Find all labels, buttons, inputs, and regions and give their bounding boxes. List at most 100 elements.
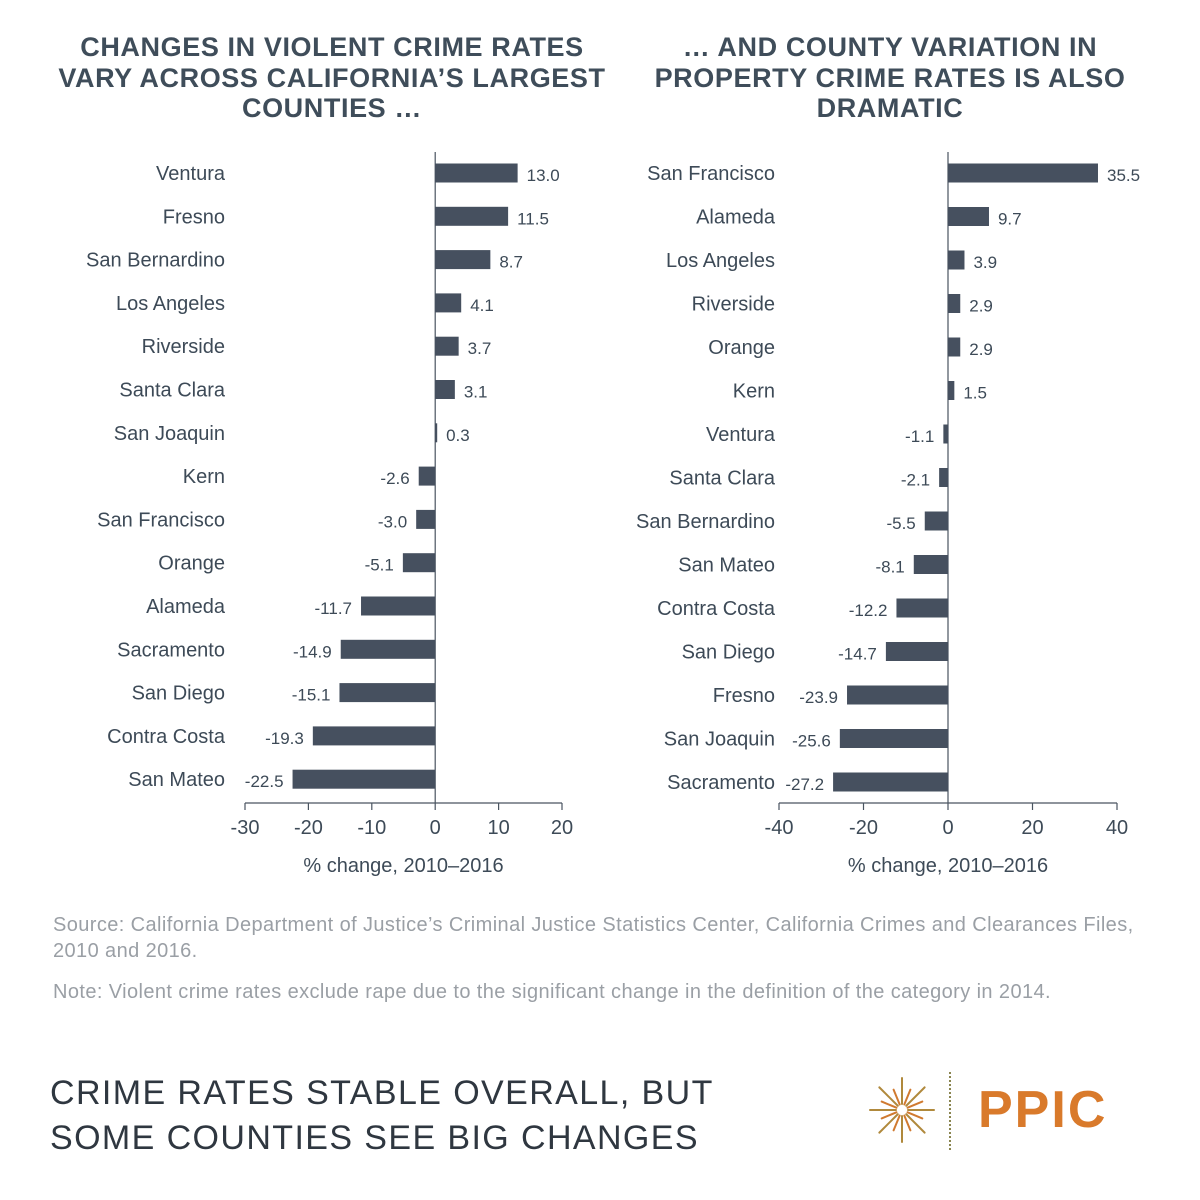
- category-label: Riverside: [142, 336, 225, 358]
- category-label: San Diego: [132, 683, 225, 705]
- data-label: 1.5: [963, 384, 987, 403]
- category-label: San Diego: [682, 642, 775, 664]
- category-label: Contra Costa: [107, 726, 226, 748]
- bar: [435, 380, 455, 399]
- category-label: Orange: [158, 553, 225, 575]
- sunburst-ray: [905, 1086, 926, 1107]
- sunburst-ray: [892, 1114, 901, 1132]
- data-label: -14.9: [293, 642, 332, 661]
- property-crime-chart-title: … AND COUNTY VARIATION IN PROPERTY CRIME…: [654, 32, 1126, 123]
- x-tick-label: -20: [849, 817, 878, 839]
- bar: [885, 642, 948, 661]
- category-label: San Mateo: [128, 769, 225, 791]
- data-label: 13.0: [527, 166, 560, 185]
- category-label: Fresno: [713, 685, 775, 707]
- category-label: Orange: [708, 337, 775, 359]
- bar: [833, 772, 948, 792]
- sunburst-ray: [903, 1088, 912, 1106]
- category-label: Fresno: [163, 206, 225, 228]
- data-label: 35.5: [1107, 166, 1140, 185]
- data-label: 0.3: [446, 426, 470, 445]
- bar: [948, 294, 961, 313]
- logo-divider: [949, 1072, 951, 1150]
- data-label: -27.2: [785, 775, 824, 794]
- category-label: San Bernardino: [636, 511, 775, 533]
- bar: [435, 336, 459, 356]
- category-label: Santa Clara: [119, 380, 225, 402]
- data-label: -2.1: [901, 471, 930, 490]
- data-label: -25.6: [792, 732, 831, 751]
- category-label: San Joaquin: [114, 423, 225, 445]
- data-label: -2.6: [380, 469, 409, 488]
- data-label: 3.9: [973, 253, 997, 272]
- x-tick-label: -40: [765, 817, 794, 839]
- bar: [948, 337, 961, 357]
- data-label: -15.1: [292, 686, 331, 705]
- category-label: Riverside: [692, 294, 775, 316]
- bar: [913, 555, 948, 574]
- bar: [435, 293, 462, 313]
- category-label: Kern: [183, 466, 225, 488]
- x-tick-label: 0: [430, 817, 441, 839]
- bar: [939, 468, 948, 487]
- bar-charts: -30 -20 -10 0 10 20 % change, 2010–2016 Ventura…: [86, 152, 1140, 877]
- bar: [340, 639, 436, 659]
- data-label: -8.1: [875, 558, 904, 577]
- sunburst-ray: [880, 1111, 898, 1120]
- bar: [435, 423, 438, 443]
- bar: [402, 553, 436, 573]
- data-label: 2.9: [969, 297, 993, 316]
- bar: [847, 685, 948, 705]
- logo-text: PPIC: [978, 1081, 1108, 1139]
- data-label: 11.5: [517, 209, 549, 228]
- x-tick-label: 10: [487, 817, 509, 839]
- headline: CRIME RATES STABLE OVERALL, BUT SOME COU…: [50, 1074, 714, 1157]
- category-label: Santa Clara: [669, 468, 775, 490]
- x-axis-title: % change, 2010–2016: [303, 855, 503, 877]
- bar: [416, 509, 436, 529]
- bar: [435, 206, 509, 226]
- bar: [948, 250, 965, 270]
- data-label: -23.9: [799, 688, 838, 707]
- sunburst-ray: [878, 1113, 899, 1134]
- data-label: -5.1: [365, 556, 394, 575]
- sunburst-ray: [905, 1113, 926, 1134]
- category-label: San Joaquin: [664, 729, 775, 751]
- category-label: Kern: [733, 381, 775, 403]
- bar: [924, 511, 948, 531]
- violent-crime-chart-title: CHANGES IN VIOLENT CRIME RATES VARY ACRO…: [58, 32, 606, 123]
- data-label: 3.7: [468, 339, 492, 358]
- bar: [418, 466, 436, 486]
- bar: [435, 250, 491, 270]
- data-label: 9.7: [998, 210, 1022, 229]
- data-label: -14.7: [838, 645, 877, 664]
- definition-note: Note: Violent crime rates exclude rape d…: [53, 981, 1051, 1003]
- sunburst-ray: [903, 1114, 912, 1132]
- category-label: Los Angeles: [116, 293, 225, 315]
- x-tick-label: -20: [294, 817, 323, 839]
- bar: [948, 163, 1098, 183]
- data-label: 8.7: [499, 253, 523, 272]
- x-axis-title: % change, 2010–2016: [848, 855, 1048, 877]
- x-tick-label: 40: [1106, 817, 1128, 839]
- bar: [896, 598, 948, 618]
- bar: [839, 729, 948, 748]
- sunburst-ray: [878, 1086, 899, 1107]
- category-label: Sacramento: [117, 639, 225, 661]
- category-label: San Francisco: [647, 163, 775, 185]
- bar: [435, 163, 518, 183]
- category-label: San Mateo: [678, 555, 775, 577]
- x-tick-label: -30: [231, 817, 260, 839]
- data-label: -12.2: [849, 601, 888, 620]
- data-label: -11.7: [315, 599, 353, 618]
- sunburst-ray: [906, 1111, 924, 1120]
- bar: [948, 381, 955, 400]
- category-label: Ventura: [706, 424, 776, 446]
- sunburst-icon: [869, 1077, 935, 1143]
- category-label: Sacramento: [667, 772, 775, 794]
- data-label: 4.1: [470, 296, 494, 315]
- x-tick-label: 0: [942, 817, 953, 839]
- data-label: 3.1: [464, 383, 488, 402]
- category-label: Alameda: [696, 207, 776, 229]
- sunburst-ray: [906, 1100, 924, 1109]
